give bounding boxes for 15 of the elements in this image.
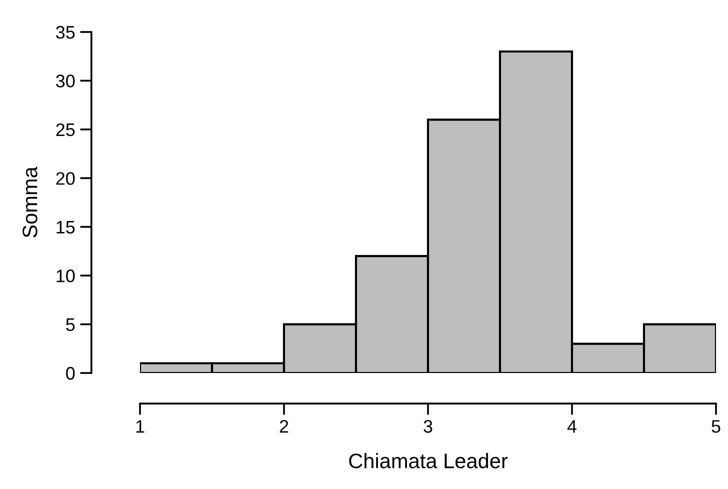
x-tick-label: 3 [424, 420, 432, 433]
x-tick-label: 1 [136, 420, 144, 433]
y-tick-label: 0 [66, 366, 75, 380]
x-axis-title: Chiamata Leader [349, 453, 508, 468]
y-tick-label: 5 [66, 318, 75, 332]
y-axis-title: Somma [22, 166, 38, 238]
y-tick-label: 25 [56, 123, 75, 136]
y-tick-label: 35 [56, 26, 75, 39]
x-tick-label: 5 [712, 420, 720, 433]
x-tick-label: 4 [567, 420, 576, 433]
y-tick-label: 10 [56, 270, 75, 282]
x-tick-label: 2 [280, 420, 288, 433]
y-tick-label: 30 [56, 74, 75, 88]
y-tick-label: 15 [56, 220, 75, 234]
y-tick-label: 20 [56, 172, 75, 185]
